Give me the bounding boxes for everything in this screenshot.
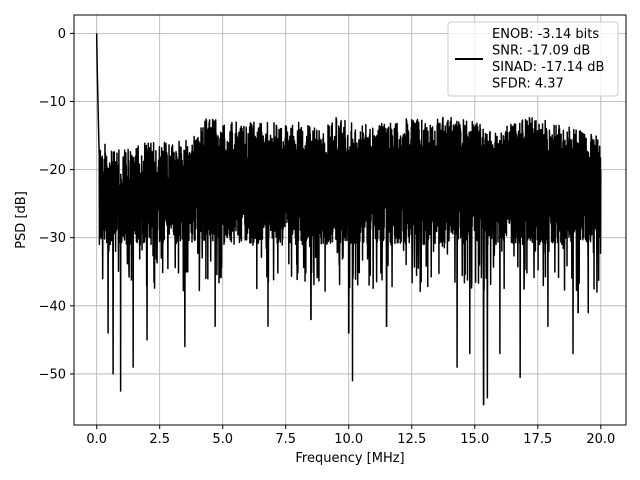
legend-entry-enob: ENOB: -3.14 bits (492, 27, 599, 42)
x-tick-label: 15.0 (460, 432, 489, 447)
x-tick-label: 17.5 (523, 432, 552, 447)
legend: ENOB: -3.14 bits SNR: -17.09 dB SINAD: -… (447, 21, 619, 97)
plot-frame (73, 14, 627, 426)
y-tick-label: −50 (39, 367, 66, 382)
x-tick-label: 0.0 (86, 432, 107, 447)
plot-series (95, 33, 602, 406)
legend-entry-sinad: SINAD: -17.14 dB (492, 60, 604, 75)
x-tick-label: 10.0 (334, 432, 363, 447)
y-axis: 0 −10 −20 −30 −40 −50 (39, 27, 74, 382)
y-tick-label: −10 (39, 95, 66, 110)
x-tick-label: 12.5 (397, 432, 426, 447)
legend-entry-snr: SNR: -17.09 dB (492, 44, 590, 59)
y-tick-label: 0 (58, 27, 66, 42)
legend-box (447, 21, 619, 97)
x-axis: 0.0 2.5 5.0 7.5 10.0 12.5 15.0 17.5 20.0 (86, 425, 615, 447)
y-tick-label: −30 (39, 231, 66, 246)
x-tick-label: 7.5 (275, 432, 296, 447)
x-tick-label: 20.0 (586, 432, 615, 447)
x-tick-label: 2.5 (149, 432, 170, 447)
y-axis-label: PSD [dB] (14, 191, 29, 249)
x-tick-label: 5.0 (212, 432, 233, 447)
y-tick-label: −40 (39, 299, 66, 314)
legend-entry-sfdr: SFDR: 4.37 (492, 77, 564, 92)
x-axis-label: Frequency [MHz] (295, 451, 404, 466)
y-tick-label: −20 (39, 163, 66, 178)
psd-line (95, 33, 602, 406)
